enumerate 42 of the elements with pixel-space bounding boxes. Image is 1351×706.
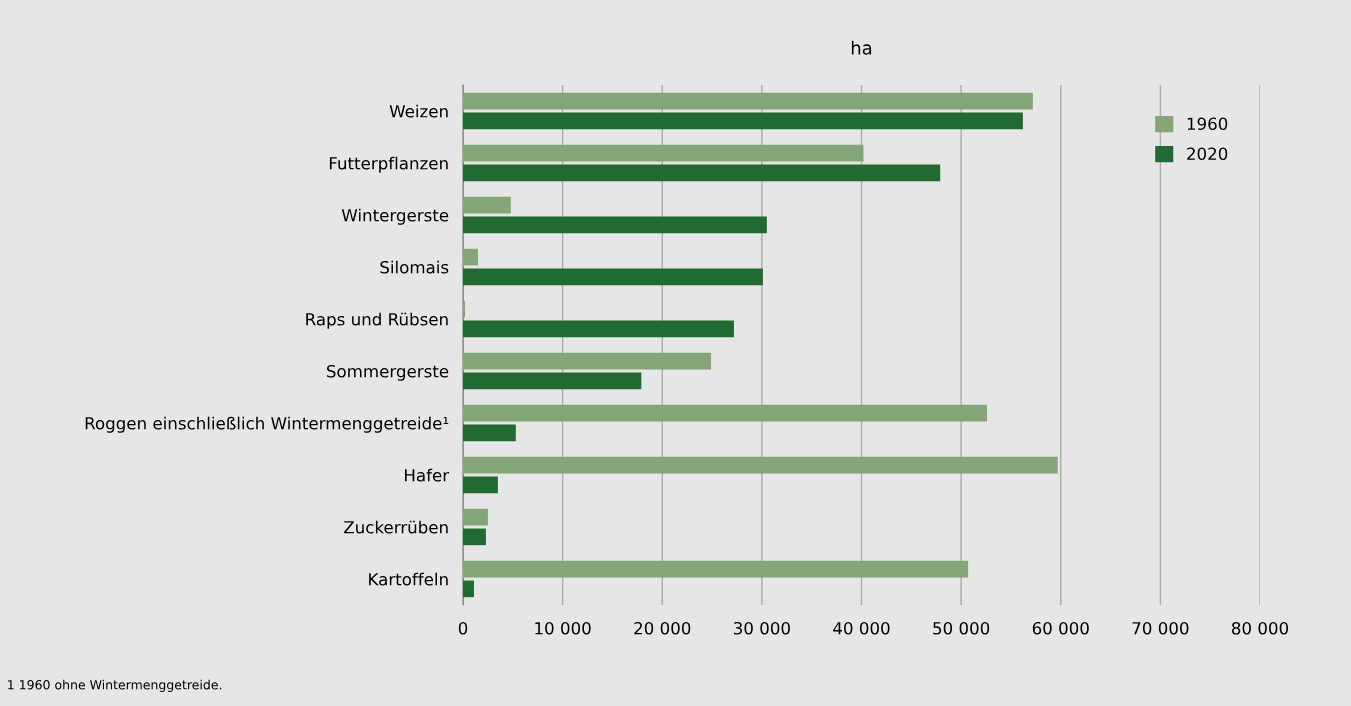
x-tick-label: 80 000 xyxy=(1231,621,1289,635)
bar xyxy=(463,424,516,442)
bar xyxy=(463,404,988,422)
bar xyxy=(463,248,478,266)
bar xyxy=(463,528,486,546)
x-tick-label: 60 000 xyxy=(1032,621,1089,635)
bar xyxy=(463,92,1033,110)
y-tick-label: Raps und Rübsen xyxy=(306,312,448,329)
chart-title: ha xyxy=(851,40,872,55)
y-tick-label: Sommergerste xyxy=(326,364,449,381)
x-tick-label: 20 000 xyxy=(634,621,691,635)
y-tick-label: Futterpflanzen xyxy=(329,156,448,173)
bar xyxy=(463,216,767,234)
y-tick-label: Zuckerrüben xyxy=(344,520,448,534)
bar xyxy=(463,268,763,286)
text: 1 1960 ohne Wintermenggetreide. xyxy=(8,679,222,692)
y-tick-label: Hafer xyxy=(405,468,450,482)
bar xyxy=(463,560,969,578)
y-tick-label: Silomais xyxy=(380,260,449,274)
bar xyxy=(463,372,642,390)
bar xyxy=(463,352,712,370)
legend-label: 1960 xyxy=(1187,117,1228,131)
bar xyxy=(463,320,734,338)
y-tick-label: Weizen xyxy=(389,104,448,118)
y-tick-label: Kartoffeln xyxy=(369,572,448,586)
bar xyxy=(463,476,498,494)
x-tick-label: 70 000 xyxy=(1132,621,1189,635)
y-tick-label: Roggen einschließlich Wintermenggetreide¹ xyxy=(85,416,449,433)
bar xyxy=(463,508,488,526)
bar xyxy=(463,144,864,162)
x-tick-label: 0 xyxy=(458,621,468,635)
bar xyxy=(463,112,1023,130)
bar xyxy=(463,456,1058,474)
x-tick-label: 50 000 xyxy=(933,621,990,635)
x-tick-label: 30 000 xyxy=(733,621,790,635)
bar xyxy=(463,580,474,598)
bar xyxy=(463,196,511,214)
bar xyxy=(463,164,941,182)
x-tick-label: 10 000 xyxy=(535,621,591,635)
y-tick-label: Wintergerste xyxy=(341,208,449,225)
x-tick-label: 40 000 xyxy=(833,621,890,635)
legend-label: 2020 xyxy=(1187,147,1228,161)
